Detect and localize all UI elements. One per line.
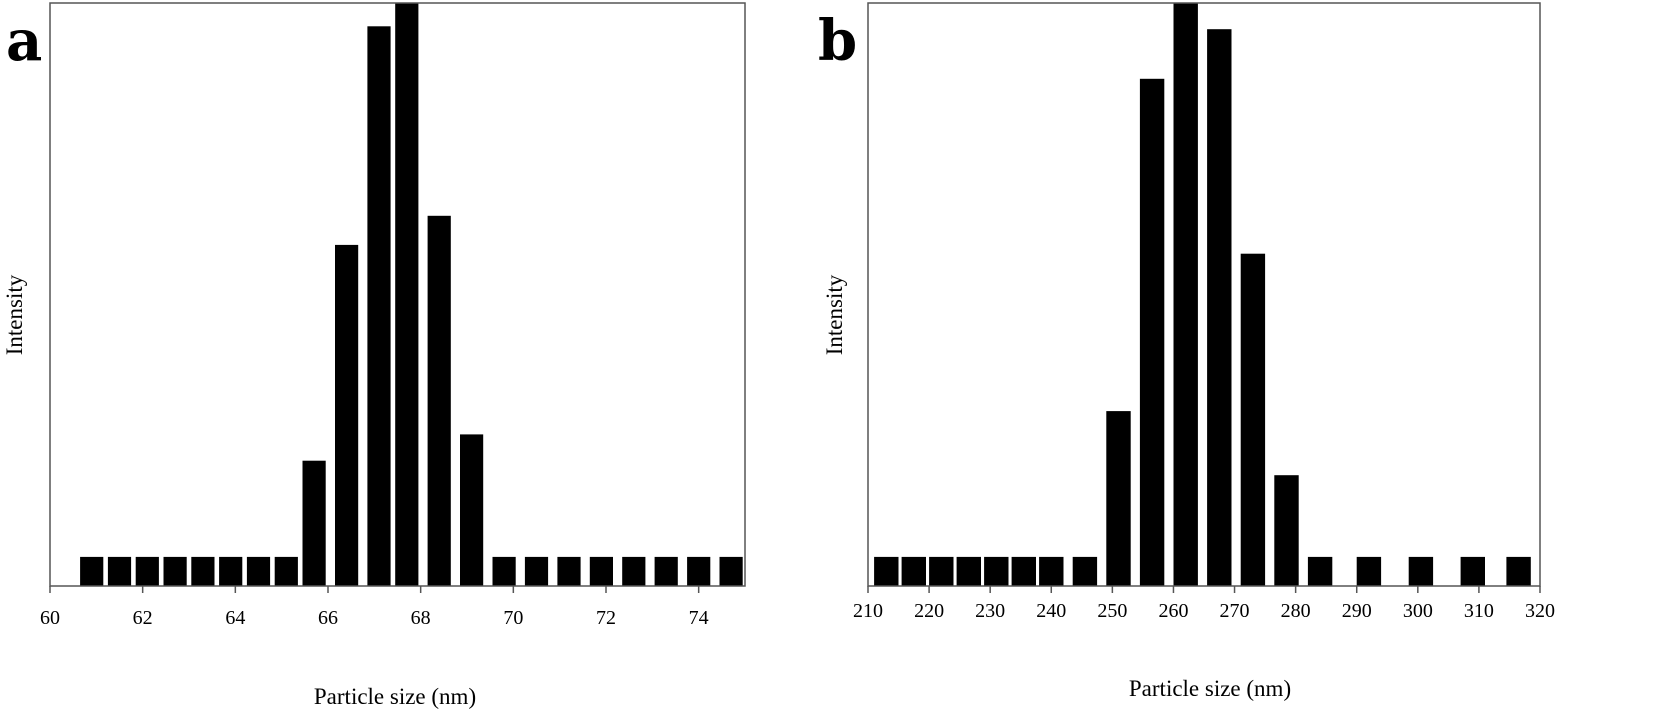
- bar-a-0: [80, 556, 104, 586]
- x-tick-label-b-11: 320: [1525, 600, 1555, 622]
- x-tick-label-a-1: 62: [133, 607, 153, 629]
- x-tick-label-a-5: 70: [503, 607, 523, 629]
- x-tick-label-b-5: 260: [1158, 600, 1188, 622]
- x-axis-title-a: Particle size (nm): [314, 684, 476, 709]
- bar-a-20: [687, 556, 711, 586]
- x-tick-label-a-7: 74: [689, 607, 709, 629]
- bar-b-16: [1408, 556, 1434, 586]
- bar-a-4: [191, 556, 215, 586]
- x-tick-label-b-2: 230: [975, 600, 1005, 622]
- bar-b-1: [901, 556, 926, 586]
- bar-a-17: [589, 556, 613, 586]
- x-tick-label-b-9: 300: [1403, 600, 1433, 622]
- bars-a: [80, 3, 743, 586]
- bar-a-14: [492, 556, 516, 586]
- x-tick-label-b-8: 290: [1342, 600, 1372, 622]
- x-tick-label-b-1: 220: [914, 600, 944, 622]
- bar-b-15: [1356, 556, 1382, 586]
- x-tick-label-b-10: 310: [1464, 600, 1494, 622]
- panel-letter-b: b: [818, 8, 857, 74]
- bar-b-9: [1139, 78, 1165, 586]
- bar-a-8: [302, 460, 326, 586]
- bar-b-5: [1011, 556, 1036, 586]
- bar-a-1: [107, 556, 132, 586]
- x-tick-label-a-6: 72: [596, 607, 616, 629]
- x-tick-label-b-6: 270: [1220, 600, 1250, 622]
- x-tick-label-b-4: 250: [1097, 600, 1127, 622]
- bar-a-16: [557, 556, 581, 586]
- bar-a-21: [719, 556, 743, 586]
- x-tick-label-b-3: 240: [1036, 600, 1066, 622]
- panel-b: b Intensity Particle size (nm) 210 220 230…: [818, 2, 1582, 701]
- bar-a-7: [274, 556, 298, 586]
- bar-b-19: [1558, 557, 1582, 586]
- bar-a-9: [335, 244, 359, 586]
- bar-b-3: [956, 556, 981, 586]
- bar-b-4: [984, 556, 1009, 586]
- bar-b-18: [1506, 556, 1531, 586]
- y-axis-title-a: Intensity: [2, 274, 27, 355]
- bar-b-7: [1072, 556, 1098, 586]
- bar-b-0: [874, 556, 899, 586]
- bar-a-6: [246, 556, 271, 586]
- bars-b: [874, 3, 1582, 586]
- x-axis-title-b: Particle size (nm): [1129, 676, 1291, 701]
- bar-a-3: [163, 556, 187, 586]
- x-tick-label-b-0: 210: [853, 600, 883, 622]
- bar-a-19: [654, 556, 678, 586]
- bar-b-13: [1274, 475, 1299, 586]
- bar-b-14: [1307, 556, 1333, 586]
- bar-a-2: [135, 556, 159, 586]
- panel-a: a Intensity Particle size (nm) 60 62 64 66 6…: [2, 2, 746, 709]
- bar-b-8: [1106, 411, 1131, 586]
- x-tick-label-a-3: 66: [318, 607, 338, 629]
- panel-letter-a: a: [6, 8, 42, 74]
- y-axis-title-b: Intensity: [822, 274, 847, 355]
- bar-b-17: [1460, 556, 1485, 586]
- bar-a-15: [524, 556, 549, 586]
- bar-a-10: [367, 26, 391, 586]
- x-tick-label-b-7: 280: [1281, 600, 1311, 622]
- bar-a-11: [395, 3, 419, 586]
- x-tick-label-a-2: 64: [225, 607, 245, 629]
- bar-b-12: [1240, 253, 1266, 586]
- bar-a-13: [460, 434, 484, 586]
- x-ticks-b: 210 220 230 240 250 260 270 280 290 300 310 320: [853, 586, 1555, 622]
- x-ticks-a: 60 62 64 66 68 70 72 74: [40, 586, 709, 629]
- plot-frame-a: [49, 2, 746, 587]
- bar-b-6: [1039, 556, 1064, 586]
- bar-b-10: [1173, 3, 1198, 586]
- x-tick-label-a-4: 68: [411, 607, 431, 629]
- bar-a-12: [427, 215, 451, 586]
- bar-a-18: [622, 556, 646, 586]
- bar-a-5: [219, 556, 243, 586]
- bar-b-11: [1207, 29, 1232, 586]
- plot-frame-b: [867, 2, 1541, 587]
- x-tick-label-a-0: 60: [40, 607, 60, 629]
- bar-b-2: [929, 556, 954, 586]
